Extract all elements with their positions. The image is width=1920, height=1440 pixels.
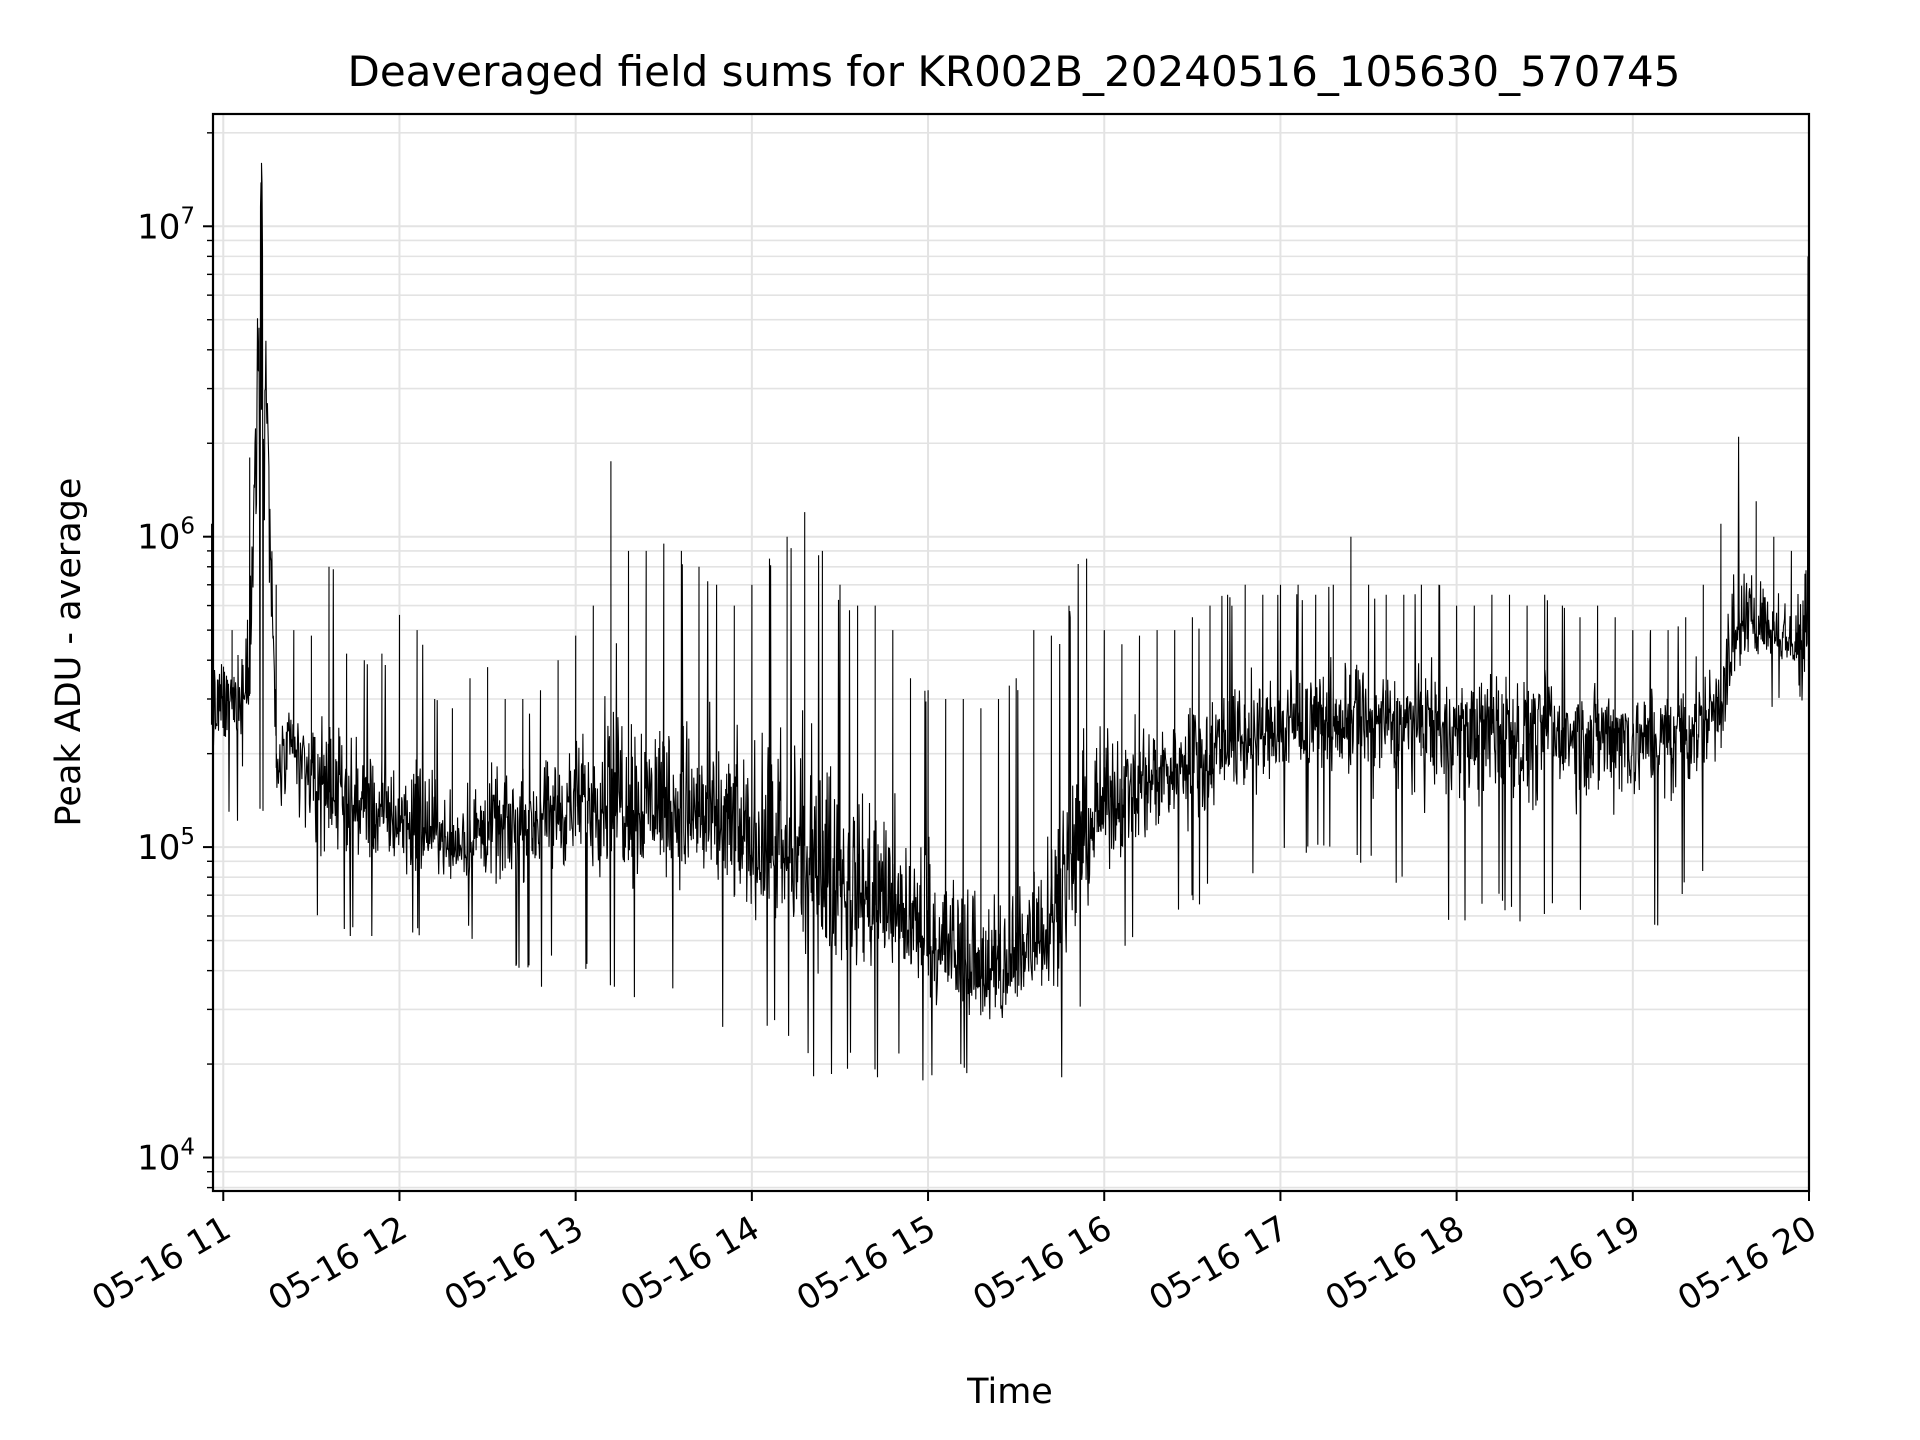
x-tick-label: 05-16 13: [438, 1208, 590, 1319]
y-tick-label: 106: [137, 514, 195, 558]
x-axis-label: Time: [966, 1372, 1053, 1412]
y-tick-label: 107: [137, 203, 195, 247]
x-tick-label: 05-16 16: [966, 1208, 1118, 1319]
y-axis-label: Peak ADU - average: [49, 478, 89, 827]
x-tick-label: 05-16 11: [85, 1208, 237, 1319]
y-tick-label: 105: [137, 824, 195, 868]
x-tick-label: 05-16 17: [1143, 1208, 1295, 1319]
y-tick-label: 104: [137, 1135, 195, 1179]
series-path: [210, 162, 1810, 1081]
x-tick-label: 05-16 12: [262, 1208, 414, 1319]
y-tick-label-base: 10: [137, 828, 180, 868]
grid: [213, 114, 1810, 1191]
x-tick-label: 05-16 15: [790, 1208, 942, 1319]
y-tick-label-base: 10: [137, 1139, 180, 1179]
x-axis: 05-16 11 05-16 12 05-16 13 05-16 14 05-16 15…: [85, 1191, 1824, 1319]
y-tick-label-exponent: 7: [180, 203, 195, 229]
x-tick-label: 05-16 20: [1671, 1208, 1823, 1319]
plot-frame: [211, 112, 1811, 1193]
y-tick-label-base: 10: [137, 207, 180, 247]
x-tick-label: 05-16 14: [614, 1208, 766, 1319]
y-tick-label-exponent: 6: [180, 514, 195, 540]
y-tick-label-exponent: 5: [180, 824, 195, 850]
series-line: [210, 162, 1810, 1081]
x-tick-label: 05-16 19: [1495, 1208, 1647, 1319]
y-tick-label-base: 10: [137, 518, 180, 558]
x-tick-label: 05-16 18: [1319, 1208, 1471, 1319]
y-tick-label-exponent: 4: [180, 1135, 195, 1161]
chart-title: Deaveraged field sums for KR002B_2024051…: [348, 47, 1681, 96]
